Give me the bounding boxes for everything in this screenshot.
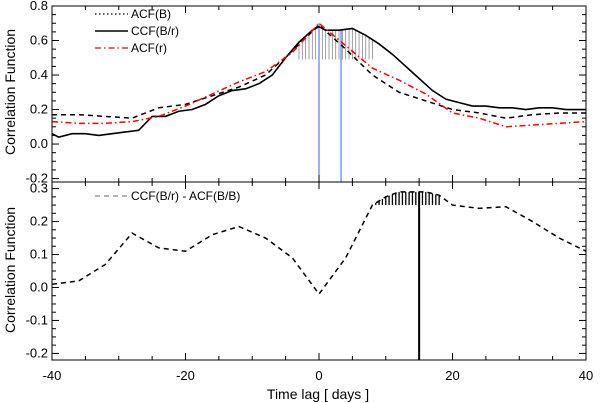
top-legend: ACF(B) CCF(B/r) ACF(r) xyxy=(95,7,179,55)
y-tick-label: 0.6 xyxy=(30,33,48,48)
x-axis-label: Time lag [ days ] xyxy=(267,386,369,402)
y-tick-label: 0.8 xyxy=(30,0,48,13)
y-tick-label: 0.0 xyxy=(30,279,48,294)
legend-label: CCF(B/r) xyxy=(131,24,179,38)
top-vlines xyxy=(318,23,342,182)
legend-label: CCF(B/r) - ACF(B/B) xyxy=(131,189,240,203)
series-line-acf-r xyxy=(51,22,587,128)
bottom-plot-frame xyxy=(51,181,587,361)
x-tick-label: 20 xyxy=(445,368,459,383)
y-tick-label: 0.4 xyxy=(30,67,48,82)
bottom-panel: -0.2 -0.1 0.0 0.1 0.2 0.3 -40 -20 0 20 40 CCF(B/r)… xyxy=(2,181,593,402)
legend-label: ACF(r) xyxy=(131,41,167,55)
x-tick-label: -40 xyxy=(43,368,62,383)
bottom-hatch xyxy=(375,191,440,206)
x-tick-label: 40 xyxy=(579,368,593,383)
y-tick-label: 0.0 xyxy=(30,136,48,151)
y-tick-label: -0.1 xyxy=(26,312,48,327)
y-tick-label: 0.2 xyxy=(30,214,48,229)
y-tick-label: 0.2 xyxy=(30,102,48,117)
bottom-ticks: -0.2 -0.1 0.0 0.1 0.2 0.3 -40 -20 0 20 40 xyxy=(26,181,594,383)
top-hatch xyxy=(298,23,373,60)
y-tick-label: 0.3 xyxy=(30,181,48,196)
y-tick-label: -0.2 xyxy=(26,171,48,186)
top-ticks: -0.2 0.0 0.2 0.4 0.6 0.8 xyxy=(26,0,587,186)
bottom-series xyxy=(51,191,587,296)
series-line-ccf-b-r-acf-b-b xyxy=(51,191,587,296)
top-panel: -0.2 0.0 0.2 0.4 0.6 0.8 ACF(B) CCF(B/r) ACF(r)… xyxy=(2,0,587,186)
legend-label: ACF(B) xyxy=(131,7,171,21)
y-tick-label: -0.2 xyxy=(26,345,48,360)
y-tick-label: 0.1 xyxy=(30,247,48,262)
top-y-axis-label: Correlation Function xyxy=(2,29,18,155)
x-tick-label: 0 xyxy=(315,368,322,383)
x-tick-label: -20 xyxy=(176,368,195,383)
bottom-y-axis-label: Correlation Function xyxy=(2,207,18,333)
series-line-ccf-b-r xyxy=(51,25,586,138)
bottom-legend: CCF(B/r) - ACF(B/B) xyxy=(95,189,240,203)
top-series xyxy=(51,22,587,138)
